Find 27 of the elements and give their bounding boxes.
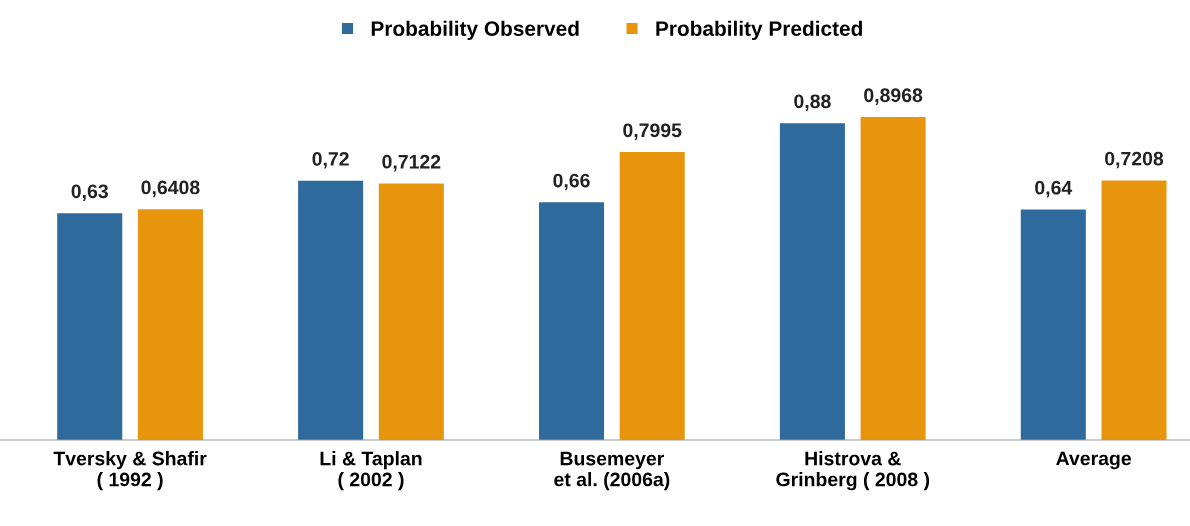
x-tick-label: Tversky & Shafir ( 1992 ) [53,451,207,491]
data-label: 0,7208 [1105,151,1164,169]
bar [1020,209,1086,440]
bar [137,209,203,440]
bar [378,183,444,440]
data-label: 0,7122 [382,154,441,172]
data-label: 0,88 [794,94,831,111]
legend-label: Probability Predicted [656,20,862,41]
data-label: 0,72 [312,152,349,169]
x-tick-label: Busemeyer et al. (2006a) [554,451,670,491]
data-label: 0,8968 [864,88,923,105]
bar [1101,180,1167,440]
bar [860,117,926,440]
bar [538,202,605,440]
x-tick-label: Li & Taplan ( 2002 ) [320,451,422,491]
x-tick-label: Average [1056,451,1131,470]
data-label: 0,64 [1035,180,1073,198]
data-label: 0,6408 [141,180,200,198]
data-label: 0,7995 [623,123,682,140]
bar [619,152,685,440]
data-label: 0,63 [71,184,108,202]
x-tick-label: Histrova & Grinberg ( 2008 ) [776,451,930,491]
bar [779,123,845,440]
legend-label: Probability Observed [371,20,579,41]
data-label: 0,66 [553,173,590,191]
bar [298,180,364,440]
bar [57,213,123,440]
